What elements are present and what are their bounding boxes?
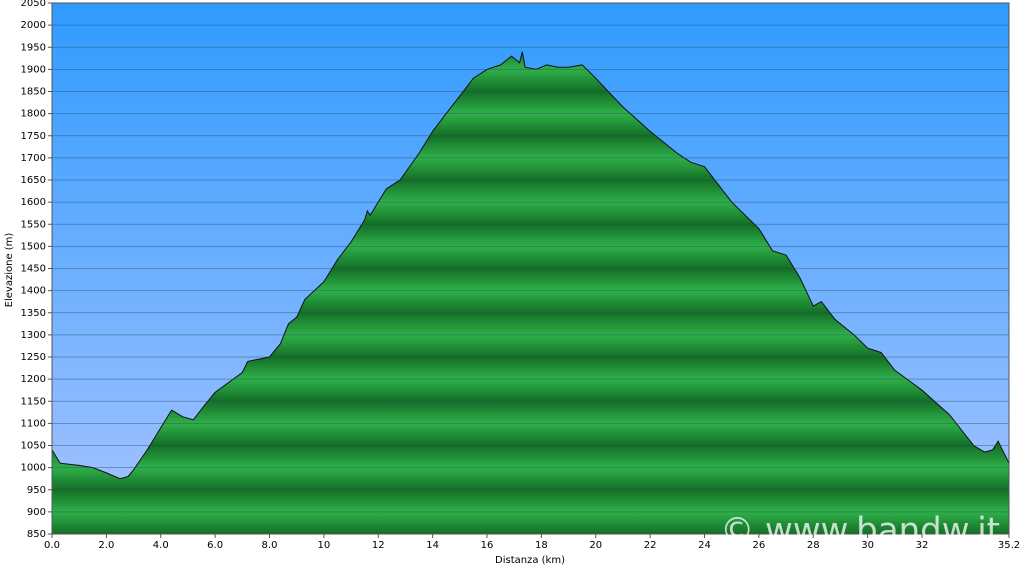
x-tick-label: 10 (318, 540, 331, 551)
y-tick-label: 1200 (21, 374, 46, 385)
y-tick-label: 2050 (21, 0, 46, 9)
y-tick-label: 1600 (21, 197, 46, 208)
y-tick-label: 1400 (21, 286, 46, 297)
y-tick-label: 1700 (21, 153, 46, 164)
y-tick-label: 1850 (21, 87, 46, 98)
x-tick-label: 28 (807, 540, 820, 551)
elevation-line (51, 51, 1010, 480)
x-tick-label: 2.0 (98, 540, 114, 551)
y-tick-label: 1300 (21, 330, 46, 341)
y-tick-label: 1150 (21, 396, 46, 407)
y-tick-label: 1000 (21, 463, 46, 474)
x-tick-label: 26 (753, 540, 766, 551)
watermark: © www.bandw.it (720, 511, 1000, 551)
y-tick-label: 900 (27, 507, 46, 518)
y-tick-label: 1250 (21, 352, 46, 363)
y-tick-label: 1350 (21, 308, 46, 319)
x-tick-label: 30 (861, 540, 874, 551)
y-tick-label: 1900 (21, 64, 46, 75)
x-tick-label: 14 (426, 540, 439, 551)
x-tick-label: 24 (698, 540, 711, 551)
y-tick-label: 1750 (21, 131, 46, 142)
x-tick-label: 35.2 (998, 540, 1020, 551)
x-tick-label: 12 (372, 540, 385, 551)
x-tick-label: 32 (916, 540, 929, 551)
x-tick-label: 8.0 (262, 540, 278, 551)
y-tick-label: 1800 (21, 109, 46, 120)
x-axis-label: Distanza (km) (495, 555, 565, 566)
x-tick-label: 18 (535, 540, 548, 551)
x-tick-label: 20 (589, 540, 602, 551)
x-tick-label: 0.0 (44, 540, 60, 551)
y-tick-label: 1550 (21, 219, 46, 230)
y-tick-label: 1950 (21, 42, 46, 53)
y-tick-label: 1100 (21, 418, 46, 429)
y-tick-label: 2000 (21, 20, 46, 31)
elevation-area (52, 51, 1009, 534)
y-tick-label: 1450 (21, 264, 46, 275)
y-tick-label: 1650 (21, 175, 46, 186)
y-tick-label: 1050 (21, 441, 46, 452)
y-tick-label: 1500 (21, 241, 46, 252)
x-tick-label: 6.0 (207, 540, 223, 551)
x-tick-label: 22 (644, 540, 657, 551)
x-tick-label: 16 (481, 540, 494, 551)
y-tick-label: 950 (27, 485, 46, 496)
x-tick-label: 4.0 (153, 540, 169, 551)
y-tick-label: 850 (27, 529, 46, 540)
y-axis-label: Elevazione (m) (4, 233, 15, 308)
